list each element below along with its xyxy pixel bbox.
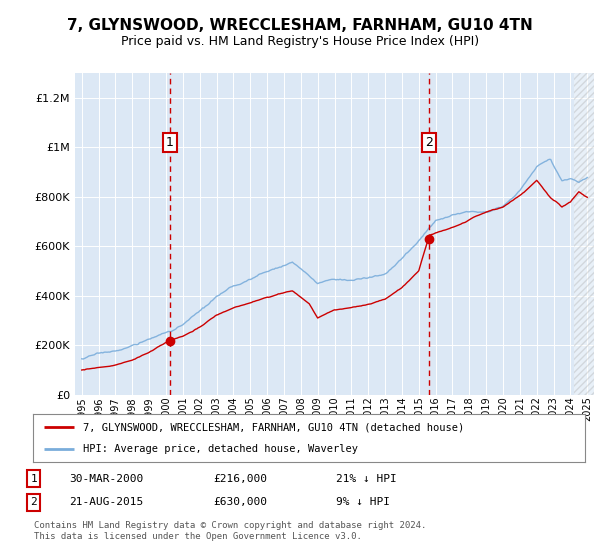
Bar xyxy=(574,73,596,395)
Text: £630,000: £630,000 xyxy=(213,497,267,507)
Text: 7, GLYNSWOOD, WRECCLESHAM, FARNHAM, GU10 4TN: 7, GLYNSWOOD, WRECCLESHAM, FARNHAM, GU10… xyxy=(67,18,533,32)
Text: 7, GLYNSWOOD, WRECCLESHAM, FARNHAM, GU10 4TN (detached house): 7, GLYNSWOOD, WRECCLESHAM, FARNHAM, GU10… xyxy=(83,422,464,432)
Text: 21% ↓ HPI: 21% ↓ HPI xyxy=(336,474,397,484)
Text: Price paid vs. HM Land Registry's House Price Index (HPI): Price paid vs. HM Land Registry's House … xyxy=(121,35,479,49)
Text: Contains HM Land Registry data © Crown copyright and database right 2024.
This d: Contains HM Land Registry data © Crown c… xyxy=(34,521,426,540)
Text: 2: 2 xyxy=(30,497,37,507)
Text: 1: 1 xyxy=(166,136,173,148)
Text: 9% ↓ HPI: 9% ↓ HPI xyxy=(336,497,390,507)
Text: 30-MAR-2000: 30-MAR-2000 xyxy=(69,474,143,484)
Text: HPI: Average price, detached house, Waverley: HPI: Average price, detached house, Wave… xyxy=(83,444,358,454)
Text: 2: 2 xyxy=(425,136,433,148)
Text: 1: 1 xyxy=(30,474,37,484)
Text: £216,000: £216,000 xyxy=(213,474,267,484)
Text: 21-AUG-2015: 21-AUG-2015 xyxy=(69,497,143,507)
